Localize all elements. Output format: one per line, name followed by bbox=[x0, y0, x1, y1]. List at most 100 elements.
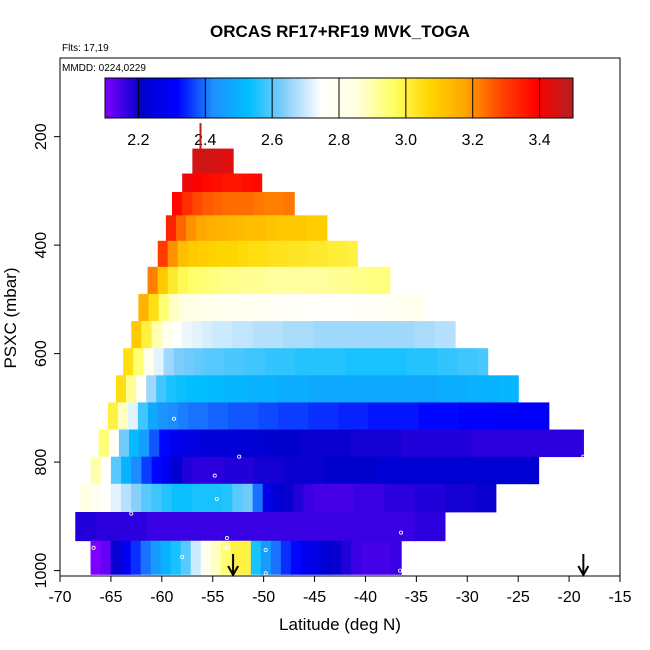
heatmap-cell bbox=[518, 456, 529, 485]
heatmap-cell bbox=[381, 293, 393, 322]
heatmap-cell bbox=[290, 429, 302, 458]
heatmap-cell bbox=[188, 402, 199, 430]
heatmap-cell bbox=[242, 321, 254, 349]
heatmap-cell bbox=[462, 429, 473, 458]
heatmap-cell bbox=[243, 456, 255, 485]
heatmap-cell bbox=[196, 215, 207, 242]
heatmap-cell bbox=[278, 402, 289, 430]
heatmap-cell bbox=[381, 429, 393, 458]
heatmap-cell bbox=[273, 191, 285, 216]
heatmap-cell bbox=[361, 429, 372, 458]
heatmap-cell bbox=[110, 456, 122, 485]
heatmap-cell bbox=[270, 293, 282, 322]
heatmap-cell bbox=[367, 375, 379, 403]
heatmap-cell bbox=[264, 348, 276, 376]
heatmap-cell bbox=[417, 375, 429, 403]
heatmap-cell bbox=[283, 483, 294, 513]
heatmap-cell bbox=[303, 483, 314, 513]
heatmap-cell bbox=[239, 512, 251, 542]
heatmap-cell bbox=[345, 456, 356, 485]
heatmap-cell bbox=[240, 429, 251, 458]
sample-marker bbox=[263, 571, 268, 576]
heatmap-cell bbox=[250, 293, 261, 322]
heatmap-cell bbox=[226, 215, 237, 242]
heatmap-cell bbox=[383, 512, 395, 542]
heatmap-cell bbox=[254, 348, 266, 376]
heatmap-cell bbox=[260, 540, 272, 575]
heatmap-cell bbox=[394, 483, 406, 513]
heatmap-cell bbox=[357, 375, 368, 403]
heatmap-cell bbox=[147, 402, 159, 430]
heatmap-cell bbox=[209, 429, 221, 458]
heatmap-cell bbox=[130, 540, 142, 575]
sample-markers bbox=[75, 416, 586, 576]
x-tick-label: -20 bbox=[558, 589, 581, 606]
heatmap-cell bbox=[224, 348, 236, 376]
heatmap-cell bbox=[226, 375, 238, 403]
heatmap-cell bbox=[368, 402, 379, 430]
heatmap-cell bbox=[182, 456, 193, 485]
heatmap-cell bbox=[421, 429, 433, 458]
heatmap-cell bbox=[310, 540, 322, 575]
sample-marker bbox=[172, 416, 177, 421]
heatmap-cell bbox=[250, 429, 261, 458]
x-axis: -70 -65 -60 -55 -50 -45 -40 -35 -30 -25 -20 -15 bbox=[48, 576, 632, 606]
heatmap-cell bbox=[232, 321, 244, 349]
heatmap-cell bbox=[467, 375, 479, 403]
heatmap-cell bbox=[437, 348, 448, 376]
heatmap-cell bbox=[131, 321, 142, 349]
heatmap-cell bbox=[201, 483, 213, 513]
heatmap-cell bbox=[196, 375, 208, 403]
colorbar-ticks: 2.2 2.4 2.6 2.8 3.0 3.2 3.4 bbox=[127, 78, 551, 149]
heatmap-cell bbox=[147, 266, 159, 295]
heatmap-cell bbox=[157, 266, 169, 295]
heatmap-cell bbox=[80, 483, 92, 513]
heatmap-cell bbox=[434, 483, 446, 513]
sample-marker bbox=[214, 496, 219, 501]
heatmap-cell bbox=[438, 402, 450, 430]
heatmap-cell bbox=[285, 348, 296, 376]
heatmap-cell bbox=[243, 191, 255, 216]
heatmap-cell bbox=[222, 191, 234, 216]
heatmap-cell bbox=[161, 321, 173, 349]
heatmap-cell bbox=[198, 402, 209, 430]
heatmap-cell bbox=[455, 483, 466, 513]
heatmap-cell bbox=[211, 173, 223, 193]
heatmap-cell bbox=[137, 402, 149, 430]
heatmap-cell bbox=[331, 512, 343, 542]
heatmap-cell bbox=[339, 266, 351, 295]
heatmap-cell bbox=[392, 293, 403, 322]
heatmap-cell bbox=[293, 483, 304, 513]
heatmap-cell bbox=[384, 483, 396, 513]
sample-marker bbox=[212, 473, 217, 478]
heatmap-cell bbox=[159, 429, 170, 458]
heatmap-cell bbox=[192, 148, 204, 174]
heatmap-cell bbox=[100, 540, 112, 575]
heatmap-cell bbox=[208, 512, 220, 542]
heatmap-cell bbox=[246, 375, 258, 403]
heatmap-cell bbox=[323, 321, 335, 349]
heatmap-cell bbox=[408, 402, 420, 430]
heatmap-cell bbox=[240, 540, 252, 575]
heatmap-cell bbox=[199, 293, 211, 322]
heatmap-cell bbox=[325, 348, 337, 376]
heatmap-cell bbox=[147, 512, 159, 542]
heatmap-cell bbox=[75, 512, 87, 542]
heatmap-cell bbox=[351, 429, 362, 458]
heatmap-cell bbox=[388, 402, 400, 430]
heatmap-cell bbox=[148, 293, 160, 322]
heatmap-cell bbox=[477, 348, 489, 376]
heatmap-cell bbox=[467, 348, 479, 376]
heatmap-cell bbox=[351, 293, 363, 322]
heatmap-cell bbox=[498, 375, 509, 403]
heatmap-cell bbox=[198, 512, 210, 542]
heatmap-cell bbox=[406, 456, 417, 485]
colorbar-tick-label: 2.6 bbox=[261, 132, 283, 149]
heatmap-cell bbox=[160, 540, 172, 575]
heatmap-cell bbox=[477, 456, 489, 485]
heatmap-cell bbox=[222, 148, 234, 174]
heatmap-cell bbox=[298, 402, 309, 430]
heatmap-cell bbox=[190, 540, 202, 575]
heatmap-cell bbox=[447, 348, 458, 376]
heatmap-cell bbox=[187, 240, 199, 268]
